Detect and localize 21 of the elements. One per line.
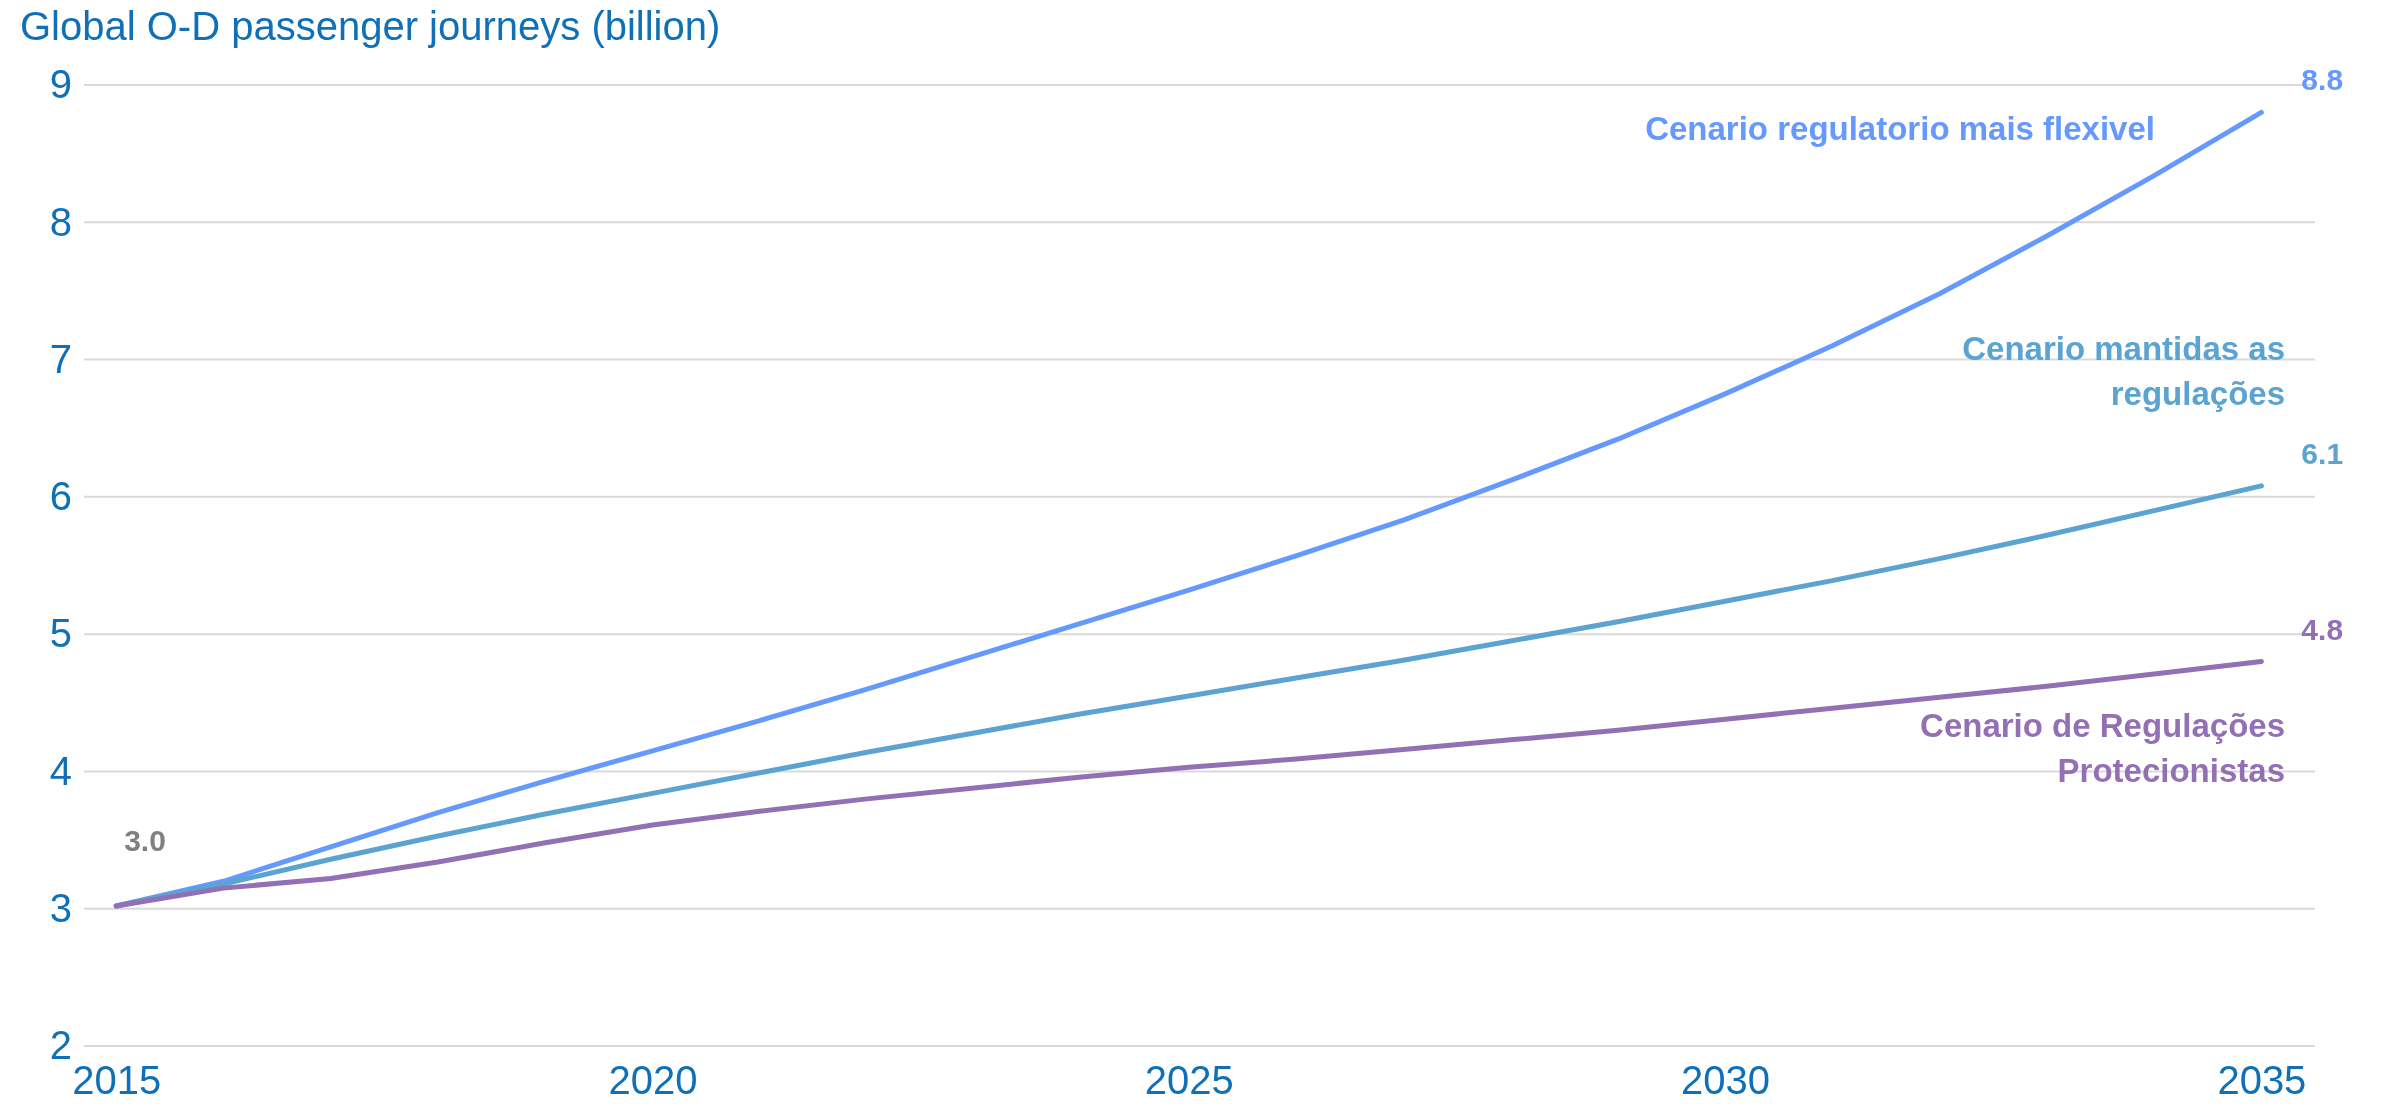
y-tick-label: 9	[49, 62, 72, 107]
x-tick-label: 2015	[72, 1058, 162, 1103]
x-tick-label: 2035	[2217, 1058, 2307, 1103]
text: Cenario mantidas as regulações	[1962, 329, 2285, 412]
x-tick-label: 2025	[1144, 1058, 1234, 1103]
data-label: 6.1	[2301, 436, 2344, 470]
y-tick-label: 2	[49, 1023, 72, 1068]
y-tick-label: 4	[49, 748, 72, 793]
series-label: Cenario de Regulações Protecionistas	[1920, 707, 2285, 790]
x-tick-label: 2020	[608, 1058, 698, 1103]
chart-title: Global O-D passenger journeys (billion)	[20, 4, 721, 48]
series-label: Cenario regulatorio mais flexivel	[1645, 109, 2155, 147]
x-tick-label: 2030	[1681, 1058, 1771, 1103]
annotation: 3.0	[124, 823, 166, 857]
data-label: 4.8	[2301, 612, 2344, 646]
y-tick-label: 8	[49, 199, 72, 244]
y-tick-label: 5	[49, 611, 72, 656]
y-tick-label: 6	[49, 474, 72, 519]
y-tick-label: 3	[49, 886, 72, 931]
y-tick-label: 7	[49, 336, 72, 381]
data-label: 8.8	[2301, 63, 2344, 97]
